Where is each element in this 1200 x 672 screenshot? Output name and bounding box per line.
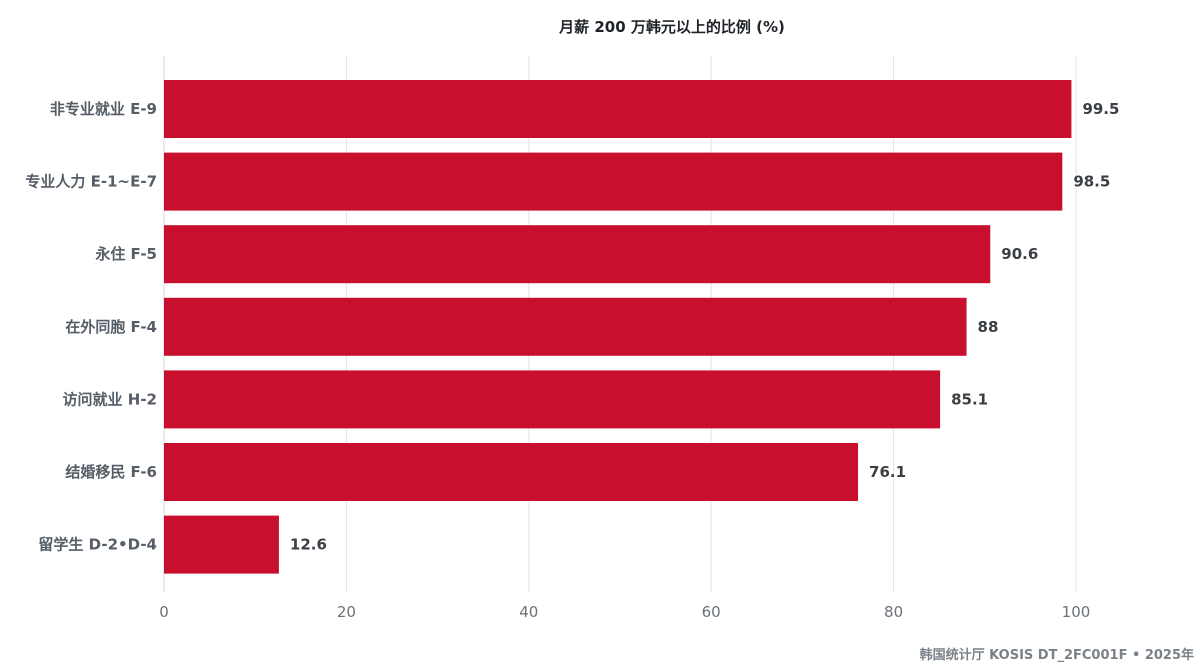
value-label: 98.5 — [1073, 173, 1110, 191]
x-tick-label: 20 — [337, 603, 356, 621]
chart-title: 月薪 200 万韩元以上的比例 (%) — [558, 18, 785, 36]
category-label: 永住 F-5 — [94, 245, 157, 263]
labels: 0 20 40 60 80 100 非专业就业 E-9 99.5 专业人力 E-1~E-7 98.… — [25, 100, 1119, 621]
category-label: 在外同胞 F-4 — [65, 318, 157, 336]
bars — [164, 80, 1072, 574]
category-label: 非专业就业 E-9 — [50, 100, 157, 118]
x-tick-label: 40 — [519, 603, 538, 621]
bar — [164, 225, 991, 284]
category-label: 结婚移民 F-6 — [65, 463, 157, 481]
category-label: 访问就业 H-2 — [63, 390, 157, 408]
x-tick-label: 60 — [702, 603, 721, 621]
value-label: 85.1 — [951, 390, 988, 408]
value-label: 12.6 — [290, 536, 327, 554]
x-tick-label: 100 — [1062, 603, 1091, 621]
category-label: 专业人力 E-1~E-7 — [25, 173, 157, 191]
value-label: 99.5 — [1082, 100, 1119, 118]
value-label: 90.6 — [1001, 245, 1038, 263]
value-label: 88 — [978, 318, 999, 336]
bar — [164, 80, 1072, 138]
bar — [164, 152, 1063, 211]
bar — [164, 515, 279, 574]
bar — [164, 443, 859, 501]
source-note: 韩国统计厅 KOSIS DT_2FC001F • 2025年 — [920, 647, 1194, 663]
bar — [164, 370, 941, 429]
x-tick-label: 0 — [159, 603, 169, 621]
category-label: 留学生 D-2•D-4 — [38, 536, 157, 554]
bar — [164, 297, 967, 356]
value-label: 76.1 — [869, 463, 906, 481]
x-tick-label: 80 — [884, 603, 903, 621]
